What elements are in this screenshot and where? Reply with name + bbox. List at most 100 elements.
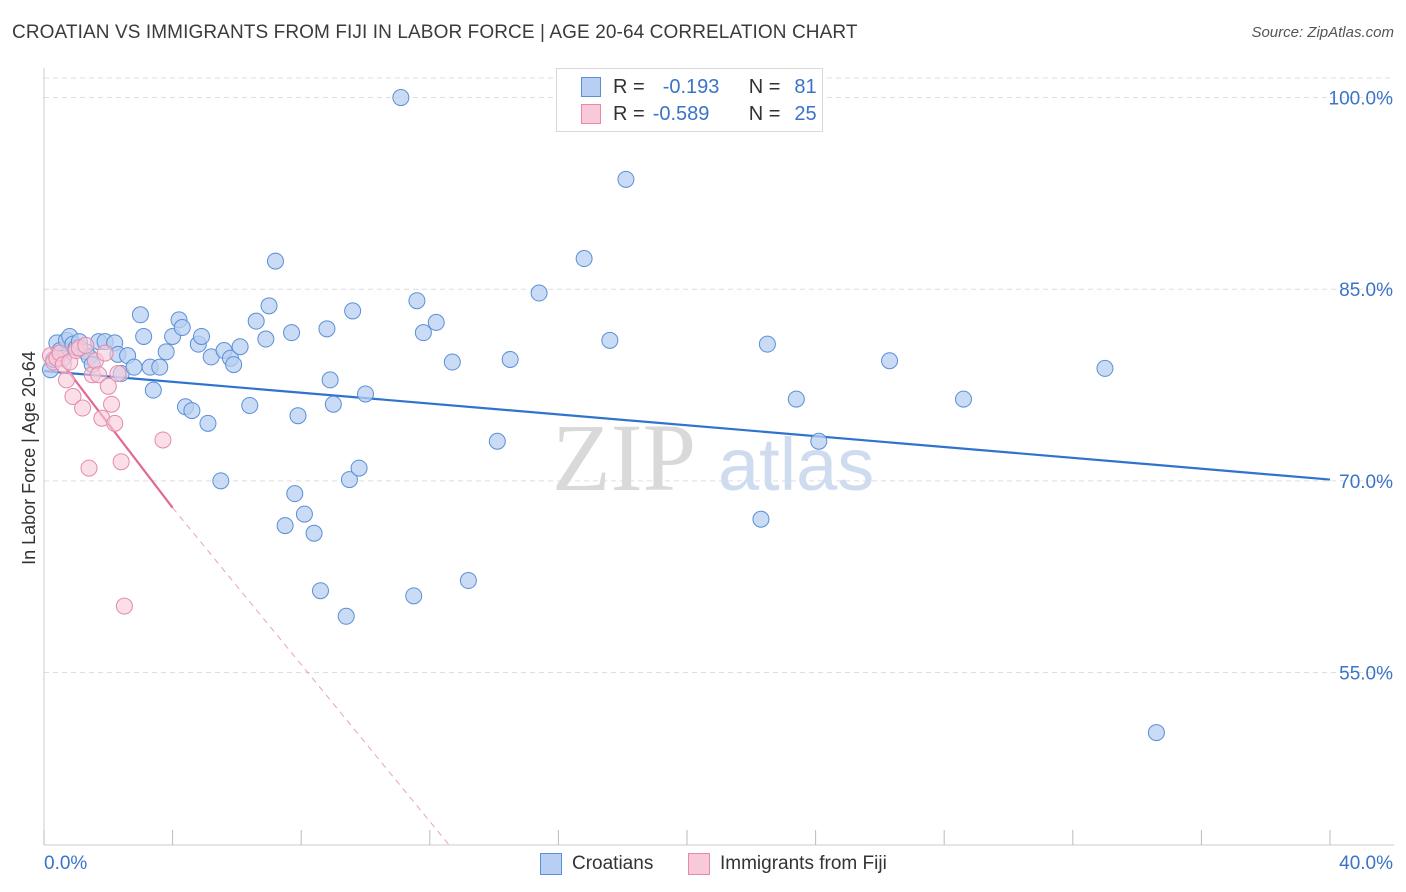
bottom-legend-label-croatians: Croatians	[572, 853, 654, 874]
point-croatians	[405, 587, 423, 605]
y-tick-label: 55.0%	[1339, 664, 1393, 685]
point-croatians	[241, 396, 259, 414]
y-axis-title: In Labor Force | Age 20-64	[19, 351, 39, 565]
point-croatians	[289, 407, 307, 425]
point-croatians	[131, 306, 149, 324]
stats-legend: R = -0.193 N = 81 R = -0.589 N = 25	[556, 68, 823, 132]
y-tick-label: 100.0%	[1329, 89, 1394, 110]
trend-line-croatians	[43, 369, 1331, 481]
point-croatians	[231, 338, 249, 356]
point-croatians	[1147, 724, 1165, 742]
point-croatians	[392, 89, 410, 107]
legend-n-value: 25	[794, 102, 817, 125]
axis-labels: 55.0% 70.0% 85.0% 100.0% 0.0% 40.0% In Labor F…	[19, 89, 1393, 874]
point-fiji	[106, 414, 124, 432]
point-croatians	[199, 414, 217, 432]
legend-r-label: R =	[613, 75, 645, 98]
legend-n-label: N =	[748, 75, 781, 98]
point-croatians	[183, 402, 201, 420]
gridlines	[44, 77, 1394, 674]
source-label: Source: ZipAtlas.com	[1251, 24, 1394, 41]
point-croatians	[321, 371, 339, 389]
point-fiji	[96, 344, 114, 362]
point-croatians	[340, 471, 358, 489]
point-fiji	[58, 371, 76, 389]
point-croatians	[318, 320, 336, 338]
point-fiji	[77, 336, 95, 354]
legend-r-label: R =	[613, 102, 645, 125]
point-croatians	[344, 302, 362, 320]
point-croatians	[758, 335, 776, 353]
bottom-legend-label-fiji: Immigrants from Fiji	[720, 853, 887, 874]
x-tick-label-min: 0.0%	[44, 853, 87, 874]
point-croatians	[247, 312, 265, 330]
point-croatians	[257, 330, 275, 348]
x-tick-label-max: 40.0%	[1339, 853, 1393, 874]
watermark-atlas: atlas	[718, 423, 874, 506]
watermark: ZIP atlas	[552, 404, 874, 511]
point-croatians	[193, 327, 211, 345]
point-croatians	[311, 582, 329, 600]
legend-r-value: -0.589	[652, 102, 710, 125]
point-croatians	[125, 358, 143, 376]
point-croatians	[286, 485, 304, 503]
point-croatians	[601, 331, 619, 349]
point-fiji	[80, 459, 98, 477]
point-fiji	[112, 453, 130, 471]
point-croatians	[530, 284, 548, 302]
trend-line-fiji-extension	[172, 507, 450, 846]
legend-n-label: N =	[748, 102, 781, 125]
point-croatians	[881, 352, 899, 370]
point-croatians	[954, 390, 972, 408]
point-croatians	[212, 472, 230, 490]
point-fiji	[90, 366, 108, 384]
bottom-legend-swatch-fiji	[688, 853, 710, 875]
point-croatians	[357, 385, 374, 403]
point-croatians	[276, 517, 294, 535]
point-croatians	[337, 607, 355, 625]
legend-r-value: -0.193	[662, 75, 720, 98]
legend-swatch-fiji	[581, 104, 601, 124]
legend-row-croatians: R = -0.193 N = 81	[581, 73, 817, 101]
y-tick-label: 70.0%	[1339, 472, 1393, 493]
chart-title: CROATIAN VS IMMIGRANTS FROM FIJI IN LABO…	[12, 22, 858, 43]
point-croatians	[324, 395, 342, 413]
point-croatians	[260, 297, 278, 315]
point-croatians	[787, 390, 805, 408]
point-fiji	[99, 377, 117, 395]
legend-n-value: 81	[794, 75, 817, 98]
legend-row-fiji: R = -0.589 N = 25	[581, 100, 817, 128]
point-croatians	[295, 505, 313, 523]
point-croatians	[414, 324, 432, 342]
bottom-legend-croatians: Croatians	[540, 852, 653, 876]
y-tick-label: 85.0%	[1339, 280, 1393, 301]
point-croatians	[350, 459, 368, 477]
point-croatians	[173, 319, 191, 337]
watermark-zip: ZIP	[552, 404, 696, 511]
point-croatians	[575, 250, 593, 268]
point-croatians	[501, 350, 519, 368]
point-croatians	[157, 343, 175, 361]
bottom-legend-fiji: Immigrants from Fiji	[688, 852, 887, 876]
point-fiji	[64, 388, 82, 406]
point-croatians	[305, 524, 323, 542]
bottom-legend-swatch-croatians	[540, 853, 562, 875]
point-croatians	[1096, 359, 1114, 377]
data-points	[41, 89, 1165, 742]
point-fiji	[74, 399, 92, 417]
axes	[43, 68, 1394, 846]
point-croatians	[459, 572, 477, 590]
point-croatians	[408, 292, 426, 310]
point-croatians	[135, 327, 153, 345]
point-croatians	[810, 432, 828, 450]
point-fiji	[154, 431, 172, 449]
point-croatians	[266, 252, 284, 270]
point-croatians	[617, 170, 635, 188]
point-croatians	[427, 313, 445, 331]
point-croatians	[443, 353, 461, 371]
point-fiji	[109, 365, 127, 383]
point-croatians	[488, 432, 506, 450]
point-croatians	[225, 356, 243, 374]
point-croatians	[144, 381, 162, 399]
